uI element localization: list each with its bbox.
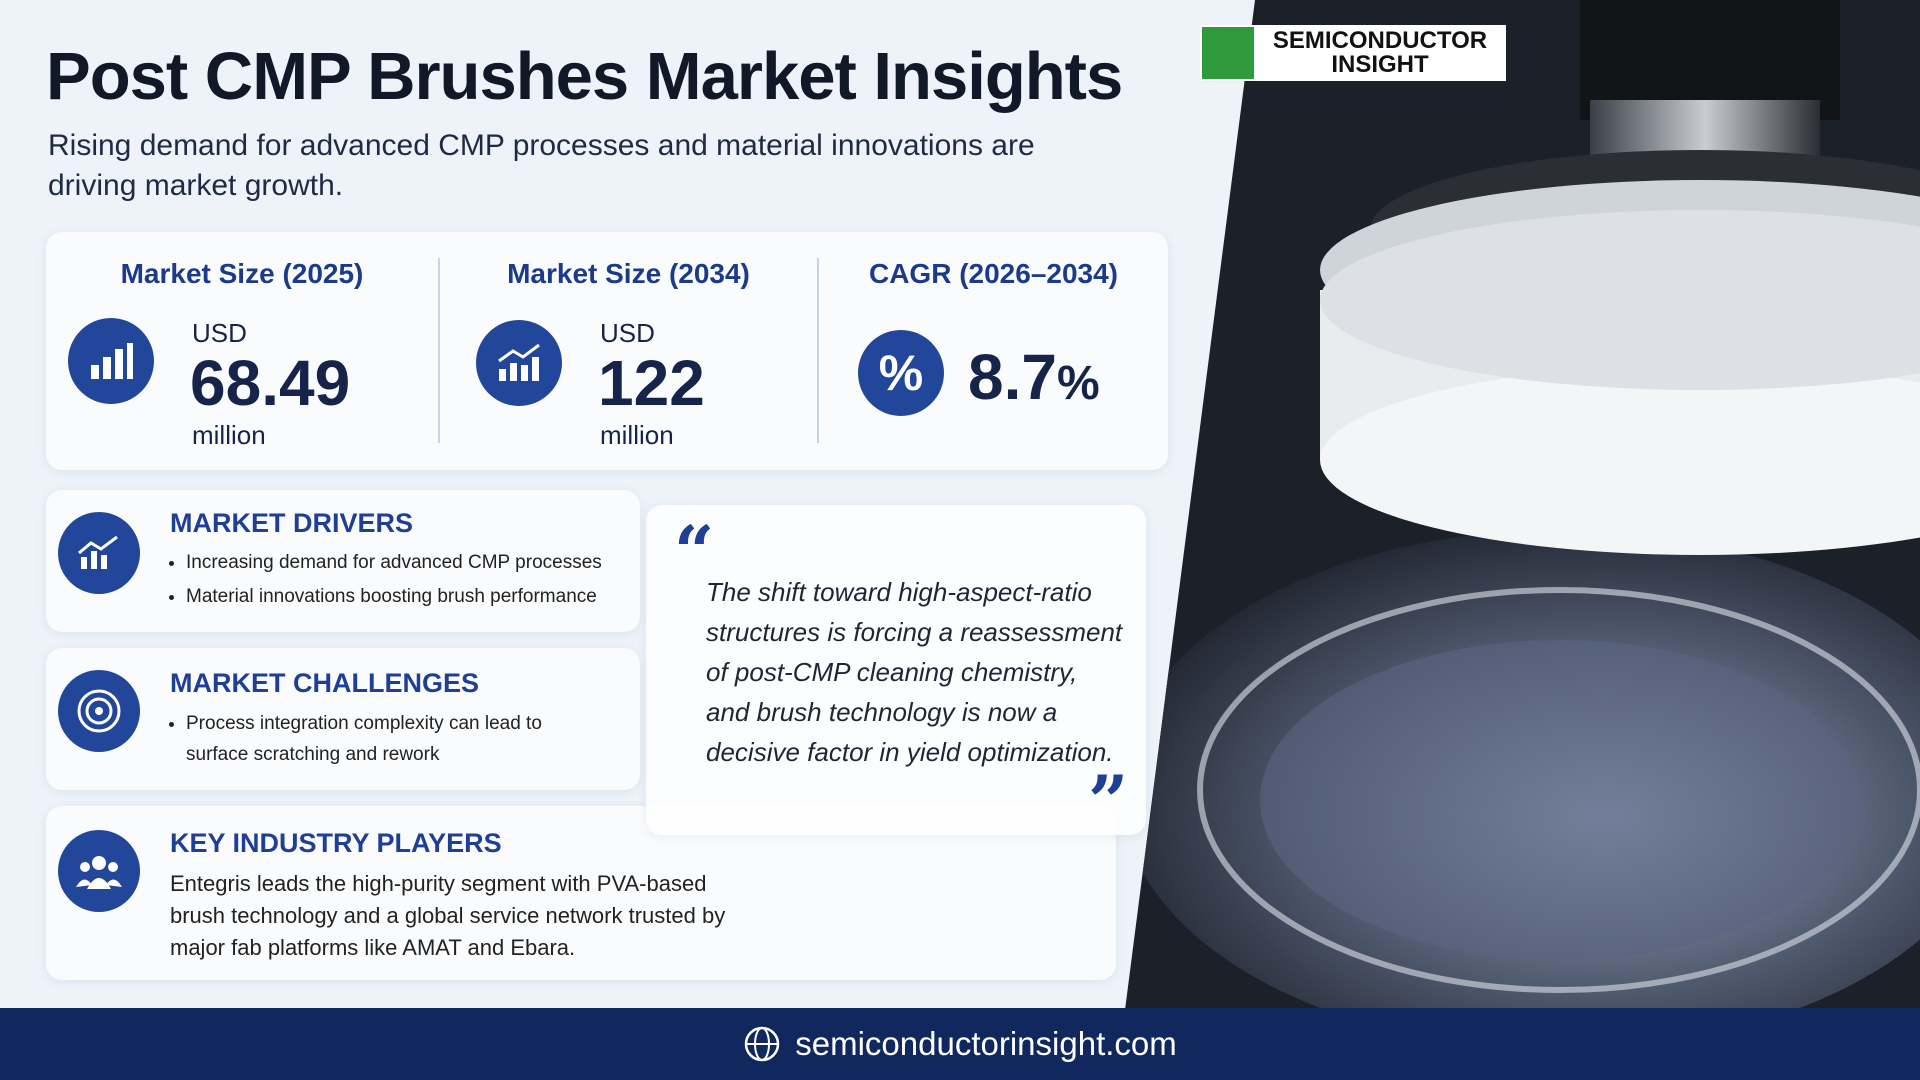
title: Post CMP Brushes Market Insights [46,39,1123,114]
section-icon [58,830,140,912]
footer-url[interactable]: semiconductorinsight.com [795,1025,1177,1062]
stat-prefix: USD [192,318,247,348]
logo-text: INSIGHT [1331,51,1429,78]
bullet: Increasing demand for advanced CMP proce… [186,546,630,580]
stat-value: 122 [598,347,705,419]
stat-unit: % [1056,357,1100,410]
globe-icon [745,1026,780,1062]
bullet: Material innovations boosting brush perf… [186,580,630,614]
challenges-card [46,648,640,790]
logo-text: SEMICONDUCTOR [1272,27,1488,54]
stat-icon: % [858,330,944,416]
stat-unit: million [600,420,674,450]
quote-mark: ” [1088,760,1129,843]
logo: SEMICONDUCTOR INSIGHT [1200,25,1506,81]
stat-icon [476,320,562,406]
quote-text: The shift toward high-aspect-ratio struc… [706,577,1123,767]
stat-label: CAGR (2026–2034) [868,258,1119,289]
section-title: MARKET CHALLENGES [170,668,479,698]
section-icon [58,670,140,752]
footer: semiconductorinsight.com [0,1008,1920,1080]
section-title: MARKET DRIVERS [170,508,414,538]
quote-mark: “ [674,510,715,593]
drivers-card [46,490,640,632]
stat-value: 68.49 [190,347,351,419]
stat-prefix: USD [600,318,655,348]
section-icon [58,512,140,594]
players-card [46,806,1116,980]
subtitle: Rising demand for advanced CMP processes… [48,129,1035,202]
stat-unit: million [192,420,266,450]
stat-label: Market Size (2025) [120,258,364,289]
bullet: Process integration complexity can lead … [186,708,570,770]
quote-card [646,505,1146,835]
stat-value: 8.7 [968,341,1057,413]
stat-label: Market Size (2034) [507,258,750,289]
stats-panel [46,232,1168,470]
stat-icon [68,318,154,404]
players-text: Entegris leads the high-purity segment w… [170,871,726,960]
logo-icon [1202,27,1254,79]
section-title: KEY INDUSTRY PLAYERS [170,828,502,858]
